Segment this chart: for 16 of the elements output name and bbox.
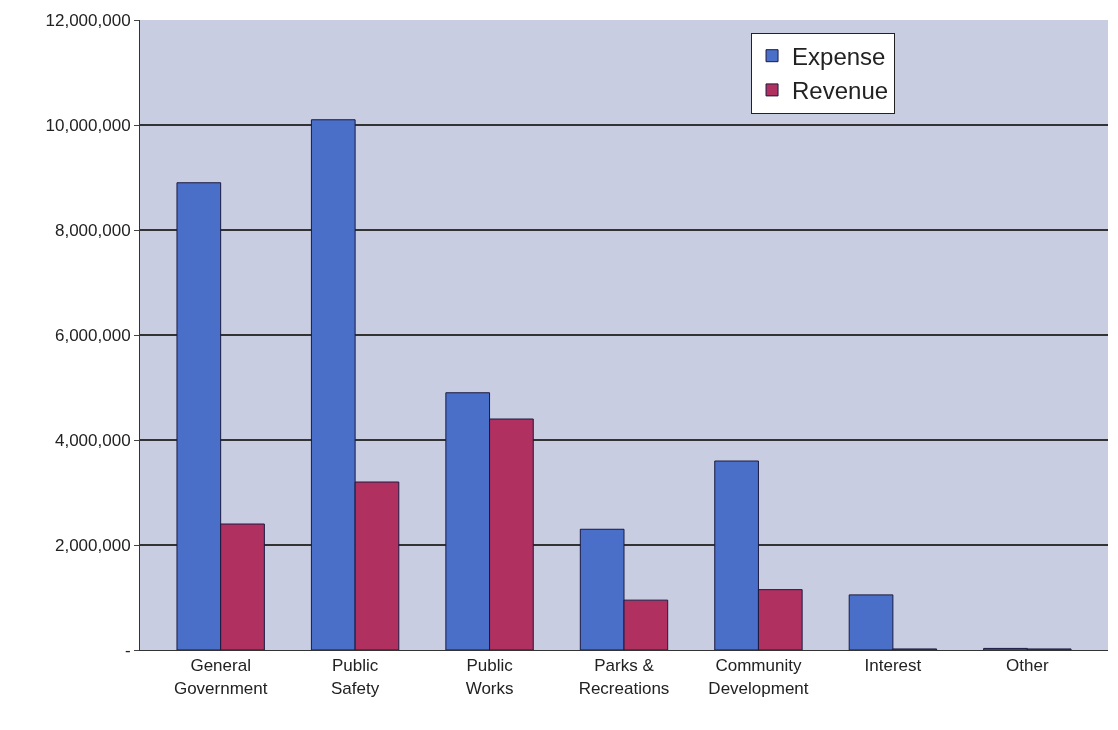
x-tick-label: Community Development — [708, 656, 809, 698]
x-tick-label: Interest — [864, 656, 922, 676]
x-tick-label: Other — [1006, 656, 1049, 676]
y-tick-label: 10,000,000 — [45, 115, 131, 135]
y-tick-label: 8,000,000 — [54, 220, 131, 240]
y-tick-label: 6,000,000 — [54, 325, 131, 345]
x-tick-label: General Government — [173, 656, 268, 698]
y-tick-label: - — [124, 640, 131, 660]
y-tick-label: 2,000,000 — [54, 535, 131, 555]
y-tick-label: 4,000,000 — [54, 430, 131, 450]
x-tick-label: Public Safety — [331, 656, 380, 698]
x-tick-label: Parks & Recreations — [578, 656, 670, 698]
x-tick-label: Public Works — [465, 656, 514, 698]
legend-label: Revenue — [792, 77, 889, 105]
legend-label: Expense — [792, 43, 886, 71]
y-tick-label: 12,000,000 — [45, 10, 131, 30]
